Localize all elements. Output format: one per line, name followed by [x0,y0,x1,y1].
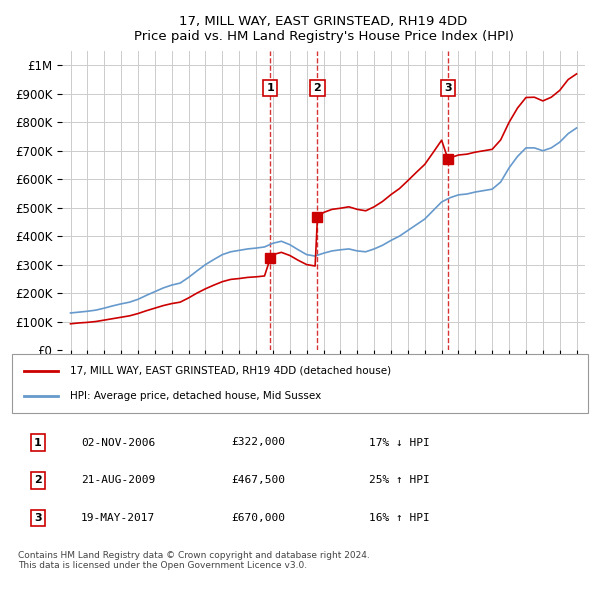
Text: 19-MAY-2017: 19-MAY-2017 [81,513,155,523]
Text: 21-AUG-2009: 21-AUG-2009 [81,476,155,485]
Text: 17% ↓ HPI: 17% ↓ HPI [369,438,430,447]
Text: 1: 1 [266,83,274,93]
Text: 25% ↑ HPI: 25% ↑ HPI [369,476,430,485]
Text: £467,500: £467,500 [231,476,285,485]
Text: 17, MILL WAY, EAST GRINSTEAD, RH19 4DD (detached house): 17, MILL WAY, EAST GRINSTEAD, RH19 4DD (… [70,366,391,375]
Title: 17, MILL WAY, EAST GRINSTEAD, RH19 4DD
Price paid vs. HM Land Registry's House P: 17, MILL WAY, EAST GRINSTEAD, RH19 4DD P… [134,15,514,43]
Text: 2: 2 [314,83,322,93]
Text: £670,000: £670,000 [231,513,285,523]
Text: 16% ↑ HPI: 16% ↑ HPI [369,513,430,523]
Text: Contains HM Land Registry data © Crown copyright and database right 2024.
This d: Contains HM Land Registry data © Crown c… [18,551,370,571]
Text: 2: 2 [34,476,42,485]
Text: £322,000: £322,000 [231,438,285,447]
FancyBboxPatch shape [12,354,588,413]
Text: 02-NOV-2006: 02-NOV-2006 [81,438,155,447]
Text: 3: 3 [444,83,452,93]
Text: 3: 3 [34,513,42,523]
Text: 1: 1 [34,438,42,447]
Text: HPI: Average price, detached house, Mid Sussex: HPI: Average price, detached house, Mid … [70,392,321,401]
